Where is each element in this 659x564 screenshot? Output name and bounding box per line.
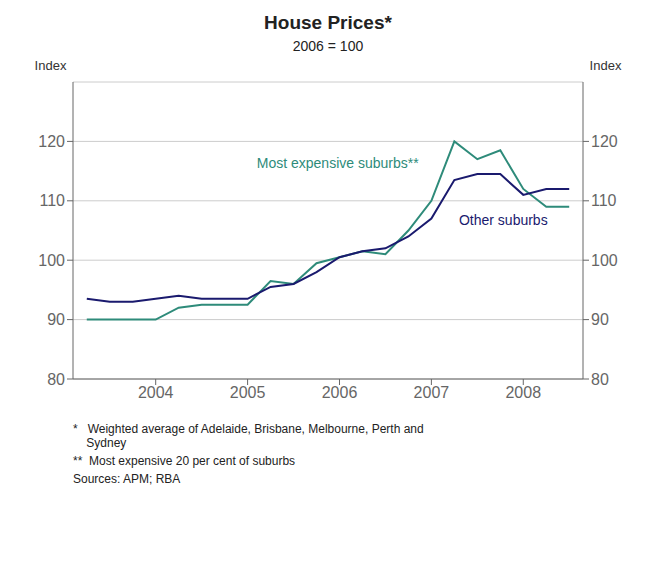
- svg-text:110: 110: [39, 192, 65, 209]
- html-text:** Most expensive 20 per cent: ** Most expensive 20 per cent of suburbs: [73, 454, 296, 468]
- svg-text:Other suburbs: Other suburbs: [459, 212, 548, 228]
- svg-text:Index: Index: [35, 58, 67, 73]
- html-text:Sources: APM; RBA: Sources: APM; RBA: [73, 472, 181, 486]
- svg-text:90: 90: [591, 311, 609, 328]
- svg-text:2006: 2006: [322, 384, 358, 401]
- svg-text:100: 100: [38, 252, 65, 269]
- html-text:House Prices*: House Prices*: [264, 12, 392, 33]
- svg-text:90: 90: [47, 311, 65, 328]
- svg-text:Index: Index: [590, 58, 622, 73]
- svg-text:2005: 2005: [230, 384, 266, 401]
- svg-text:Most expensive suburbs**: Most expensive suburbs**: [257, 155, 419, 171]
- svg-text:120: 120: [591, 133, 618, 150]
- svg-text:100: 100: [591, 252, 618, 269]
- svg-text:2008: 2008: [505, 384, 541, 401]
- svg-text:120: 120: [38, 133, 65, 150]
- svg-text:80: 80: [47, 371, 65, 388]
- svg-text:110: 110: [591, 192, 617, 209]
- svg-text:2007: 2007: [414, 384, 450, 401]
- html-text:* Weighted average of Adelaide: * Weighted average of Adelaide, Brisbane…: [73, 422, 424, 450]
- svg-text:80: 80: [591, 371, 609, 388]
- svg-text:2004: 2004: [138, 384, 174, 401]
- html-text:2006 = 100: 2006 = 100: [292, 38, 364, 54]
